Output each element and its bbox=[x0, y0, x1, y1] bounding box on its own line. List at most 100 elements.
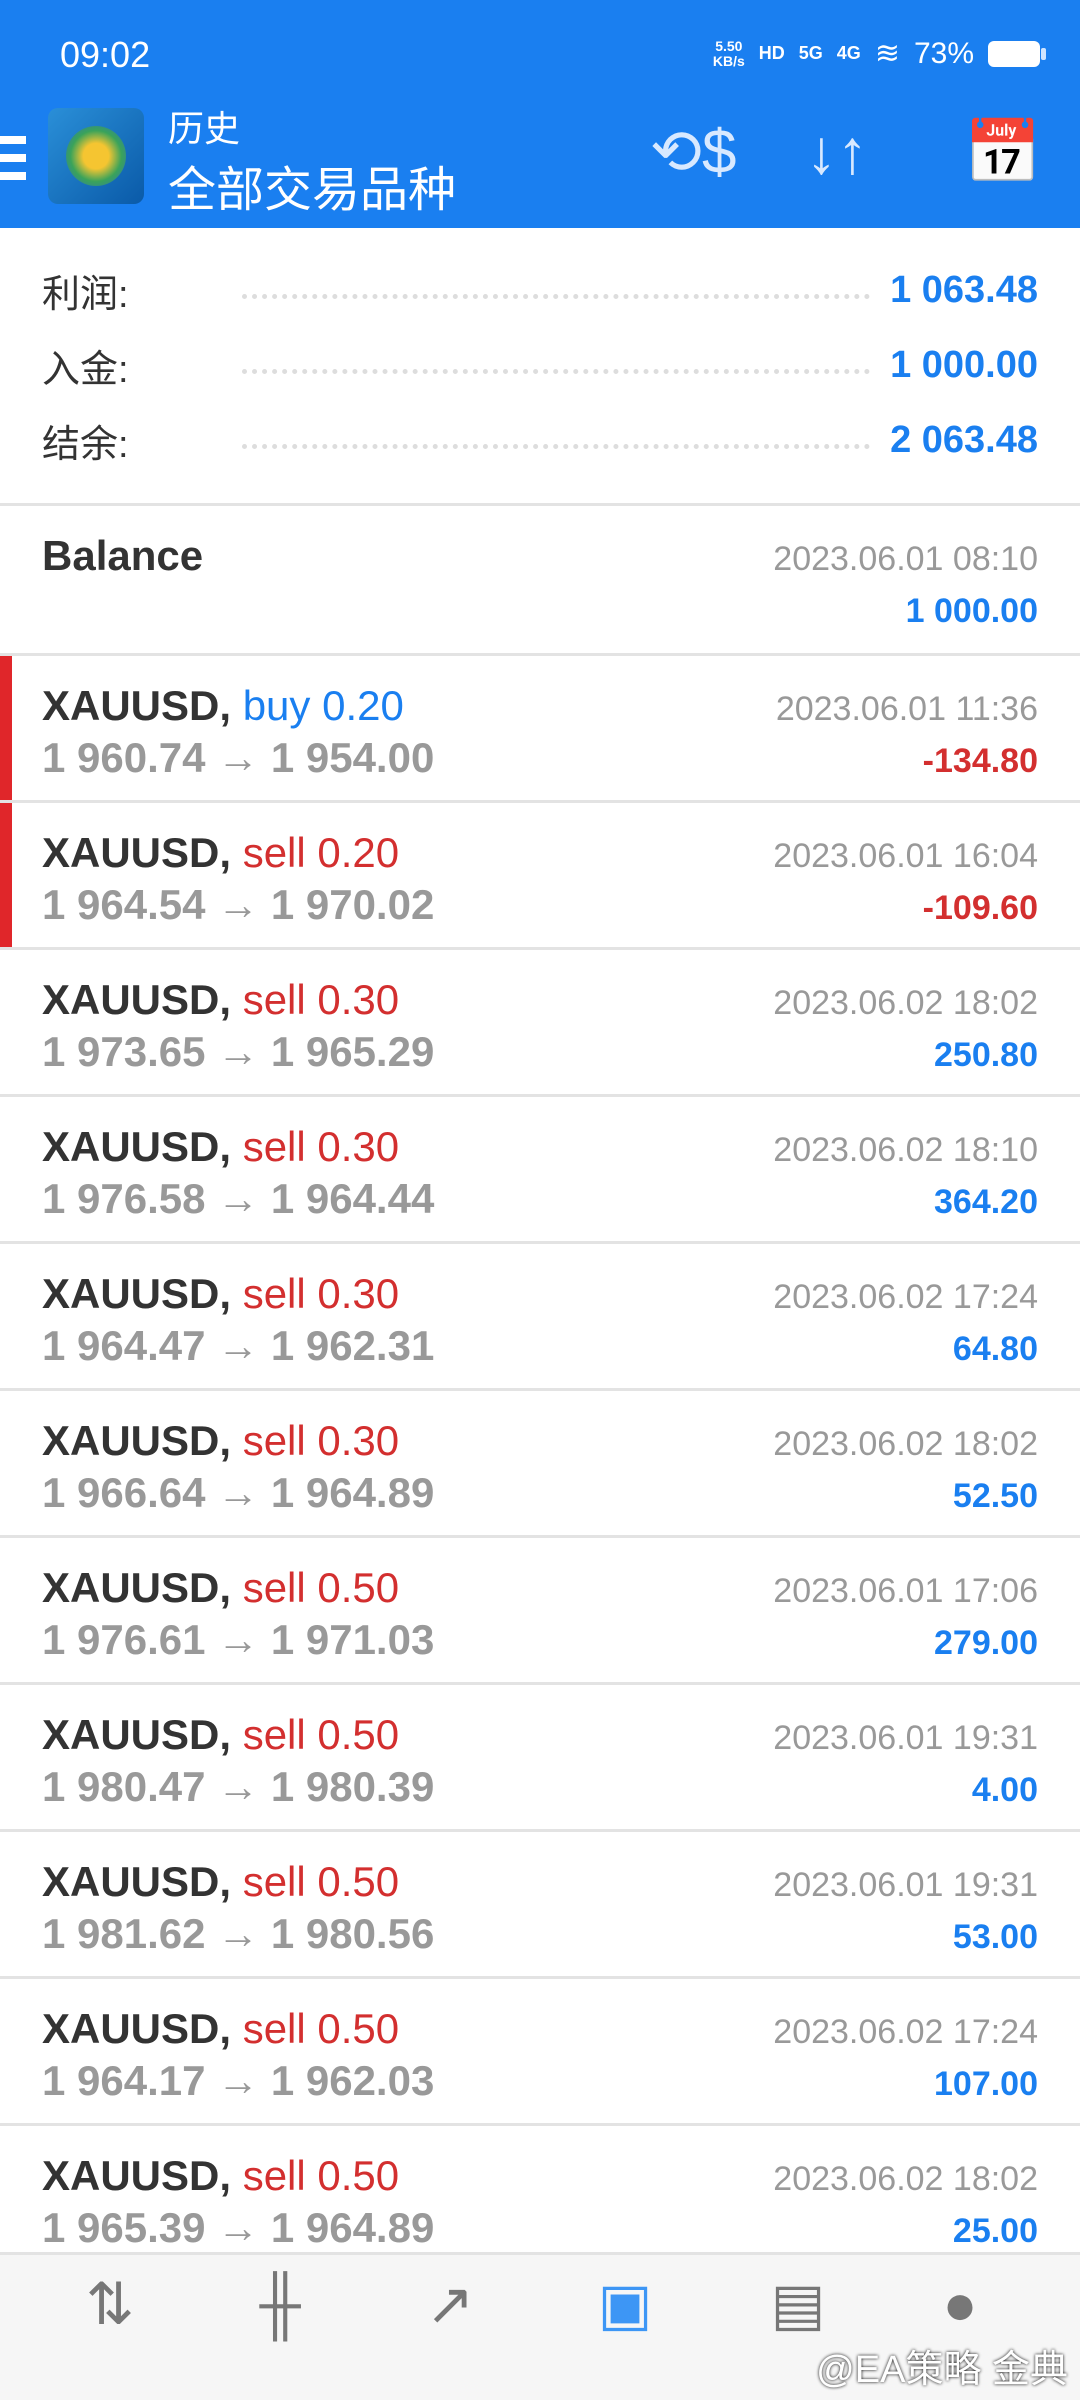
trade-profit: -109.60 bbox=[922, 889, 1038, 927]
trade-symbol: XAUUSD, sell 0.30 bbox=[42, 1417, 399, 1465]
trade-symbol: XAUUSD, sell 0.30 bbox=[42, 976, 399, 1024]
trade-profit: 4.00 bbox=[971, 1771, 1038, 1809]
trade-profit: 279.00 bbox=[934, 1624, 1038, 1662]
trade-prices: 1 966.64 → 1 964.89 bbox=[42, 1469, 435, 1516]
trade-side: sell 0.30 bbox=[242, 1417, 400, 1464]
trade-time: 2023.06.02 18:02 bbox=[773, 984, 1038, 1022]
trade-row[interactable]: XAUUSD, buy 0.20 1 960.74 → 1 954.00 202… bbox=[0, 656, 1080, 803]
symbol: XAUUSD, bbox=[42, 1564, 232, 1611]
trade-symbol: XAUUSD, sell 0.50 bbox=[42, 1564, 399, 1612]
trade-icon[interactable]: ↗ bbox=[425, 2272, 475, 2337]
summary: 利润: 1 063.48 入金: 1 000.00 结余: 2 063.48 bbox=[0, 228, 1080, 506]
trade-profit: -134.80 bbox=[922, 742, 1038, 780]
trade-side: sell 0.50 bbox=[242, 2152, 400, 2199]
balance-label: Balance bbox=[42, 532, 204, 579]
quotes-icon[interactable]: ⇅ bbox=[85, 2272, 135, 2337]
balance-time: 2023.06.01 08:10 bbox=[773, 540, 1038, 578]
net-speed-value: 5.50 bbox=[715, 37, 743, 54]
chat-icon[interactable]: ● bbox=[942, 2272, 978, 2337]
summary-label: 入金: bbox=[42, 348, 129, 391]
trade-time: 2023.06.02 18:02 bbox=[773, 1425, 1038, 1463]
page-title: 历史 bbox=[168, 108, 241, 149]
symbol: XAUUSD, bbox=[42, 2152, 232, 2199]
trade-row[interactable]: XAUUSD, sell 0.30 1 966.64 → 1 964.89 20… bbox=[0, 1391, 1080, 1538]
symbol: XAUUSD, bbox=[42, 1711, 232, 1758]
trade-time: 2023.06.01 16:04 bbox=[773, 837, 1038, 875]
symbol: XAUUSD, bbox=[42, 682, 232, 729]
calendar-icon[interactable]: 📅 bbox=[964, 118, 1042, 187]
trade-profit: 53.00 bbox=[952, 1918, 1038, 1956]
trade-symbol: XAUUSD, buy 0.20 bbox=[42, 682, 404, 730]
trade-side: sell 0.30 bbox=[242, 1123, 400, 1170]
trade-profit: 64.80 bbox=[952, 1330, 1038, 1368]
trade-row[interactable]: XAUUSD, sell 0.30 1 976.58 → 1 964.44 20… bbox=[0, 1097, 1080, 1244]
trade-time: 2023.06.01 11:36 bbox=[775, 690, 1038, 728]
status-icons: 5.50 KB/s HD 5G 4G ≋ 73% bbox=[712, 36, 1046, 71]
balance-value: 1 000.00 bbox=[905, 592, 1038, 630]
trade-prices: 1 960.74 → 1 954.00 bbox=[42, 734, 435, 781]
trade-row[interactable]: XAUUSD, sell 0.50 1 964.17 → 1 962.03 20… bbox=[0, 1979, 1080, 2126]
trade-prices: 1 964.17 → 1 962.03 bbox=[42, 2057, 435, 2104]
menu-icon[interactable] bbox=[0, 136, 26, 180]
summary-label: 结余: bbox=[42, 423, 129, 466]
trade-profit: 250.80 bbox=[934, 1036, 1038, 1074]
trade-symbol: XAUUSD, sell 0.20 bbox=[42, 829, 399, 877]
trade-side: sell 0.50 bbox=[242, 1711, 400, 1758]
trade-row[interactable]: XAUUSD, sell 0.20 1 964.54 → 1 970.02 20… bbox=[0, 803, 1080, 950]
trade-prices: 1 981.62 → 1 980.56 bbox=[42, 1910, 435, 1957]
trade-prices: 1 964.47 → 1 962.31 bbox=[42, 1322, 435, 1369]
trade-time: 2023.06.02 17:24 bbox=[773, 1278, 1038, 1316]
trade-time: 2023.06.02 17:24 bbox=[773, 2013, 1038, 2051]
symbol-filter[interactable]: 全部交易品种 bbox=[168, 164, 457, 217]
trade-row[interactable]: XAUUSD, sell 0.50 1 976.61 → 1 971.03 20… bbox=[0, 1538, 1080, 1685]
summary-value: 1 063.48 bbox=[890, 268, 1038, 311]
symbol: XAUUSD, bbox=[42, 1270, 232, 1317]
dollar-exchange-icon[interactable]: ⟲$ bbox=[650, 118, 737, 187]
trade-prices: 1 976.58 → 1 964.44 bbox=[42, 1175, 435, 1222]
symbol: XAUUSD, bbox=[42, 2005, 232, 2052]
trade-side: sell 0.30 bbox=[242, 976, 400, 1023]
chart-icon[interactable]: ╫ bbox=[259, 2272, 301, 2337]
trade-symbol: XAUUSD, sell 0.30 bbox=[42, 1270, 399, 1318]
summary-label: 利润: bbox=[42, 273, 129, 316]
trade-row[interactable]: XAUUSD, sell 0.50 1 980.47 → 1 980.39 20… bbox=[0, 1685, 1080, 1832]
trade-symbol: XAUUSD, sell 0.50 bbox=[42, 1711, 399, 1759]
symbol: XAUUSD, bbox=[42, 1417, 232, 1464]
trade-time: 2023.06.02 18:10 bbox=[773, 1131, 1038, 1169]
trade-side: sell 0.30 bbox=[242, 1270, 400, 1317]
news-icon[interactable]: ▤ bbox=[770, 2272, 826, 2337]
trade-symbol: XAUUSD, sell 0.50 bbox=[42, 2005, 399, 2053]
trade-prices: 1 973.65 → 1 965.29 bbox=[42, 1028, 435, 1075]
trade-time: 2023.06.01 17:06 bbox=[773, 1572, 1038, 1610]
sort-icon[interactable]: ↓↑ bbox=[806, 118, 868, 187]
trade-time: 2023.06.01 19:31 bbox=[773, 1866, 1038, 1904]
trade-row[interactable]: XAUUSD, sell 0.50 1 981.62 → 1 980.56 20… bbox=[0, 1832, 1080, 1979]
trade-prices: 1 976.61 → 1 971.03 bbox=[42, 1616, 435, 1663]
trade-row[interactable]: XAUUSD, sell 0.30 1 964.47 → 1 962.31 20… bbox=[0, 1244, 1080, 1391]
trade-profit: 52.50 bbox=[952, 1477, 1038, 1515]
trade-row[interactable]: XAUUSD, sell 0.30 1 973.65 → 1 965.29 20… bbox=[0, 950, 1080, 1097]
trade-side: sell 0.20 bbox=[242, 829, 400, 876]
signal-4g-icon: 4G bbox=[836, 43, 861, 63]
symbol: XAUUSD, bbox=[42, 1858, 232, 1905]
trade-side: buy 0.20 bbox=[242, 682, 404, 729]
watermark: @EA策略 金典 bbox=[816, 2349, 1068, 2391]
symbol: XAUUSD, bbox=[42, 829, 232, 876]
trade-prices: 1 980.47 → 1 980.39 bbox=[42, 1763, 435, 1810]
history-icon[interactable]: ▣ bbox=[597, 2272, 653, 2337]
trade-prices: 1 965.39 → 1 964.89 bbox=[42, 2204, 435, 2251]
summary-value: 2 063.48 bbox=[890, 418, 1038, 461]
trade-time: 2023.06.02 18:02 bbox=[773, 2160, 1038, 2198]
trade-side: sell 0.50 bbox=[242, 1564, 400, 1611]
trade-symbol: XAUUSD, sell 0.30 bbox=[42, 1123, 399, 1171]
trade-side: sell 0.50 bbox=[242, 1858, 400, 1905]
net-speed: 5.50 KB/s bbox=[712, 37, 745, 69]
trade-profit: 364.20 bbox=[934, 1183, 1038, 1221]
net-speed-unit: KB/s bbox=[712, 52, 745, 69]
bottom-nav: ⇅ ╫ ↗ ▣ ▤ ● @EA策略 金典 bbox=[0, 2252, 1080, 2400]
loss-marker bbox=[0, 803, 12, 947]
trade-row[interactable]: XAUUSD, sell 0.50 1 965.39 → 1 964.89 20… bbox=[0, 2126, 1080, 2273]
balance-row[interactable]: Balance 2023.06.01 08:10 1 000.00 bbox=[0, 506, 1080, 656]
symbol: XAUUSD, bbox=[42, 1123, 232, 1170]
signal-5g-icon: 5G bbox=[798, 43, 823, 63]
